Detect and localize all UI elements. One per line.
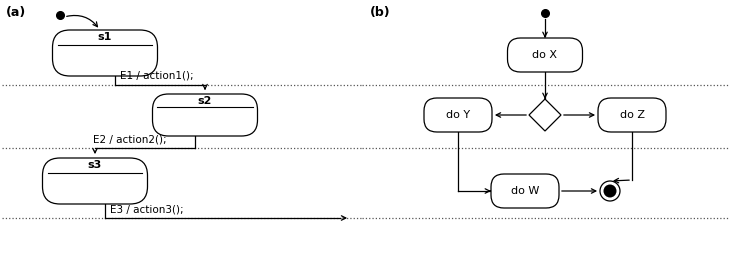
Text: E3 / action3();: E3 / action3(); [110, 204, 183, 214]
Text: (b): (b) [370, 6, 390, 19]
Circle shape [604, 185, 616, 197]
Text: E1 / action1();: E1 / action1(); [120, 71, 194, 81]
Text: E2 / action2();: E2 / action2(); [93, 134, 167, 144]
FancyBboxPatch shape [53, 30, 157, 76]
Text: (a): (a) [6, 6, 26, 19]
Text: do W: do W [511, 186, 539, 196]
Circle shape [600, 181, 620, 201]
Text: do Y: do Y [446, 110, 470, 120]
Text: s3: s3 [88, 160, 102, 170]
Polygon shape [529, 99, 561, 131]
FancyBboxPatch shape [491, 174, 559, 208]
FancyBboxPatch shape [598, 98, 666, 132]
FancyBboxPatch shape [153, 94, 257, 136]
FancyBboxPatch shape [424, 98, 492, 132]
Text: s1: s1 [98, 32, 112, 42]
Text: s2: s2 [198, 96, 212, 106]
Text: do X: do X [532, 50, 558, 60]
FancyBboxPatch shape [42, 158, 148, 204]
FancyBboxPatch shape [507, 38, 583, 72]
Text: do Z: do Z [619, 110, 645, 120]
